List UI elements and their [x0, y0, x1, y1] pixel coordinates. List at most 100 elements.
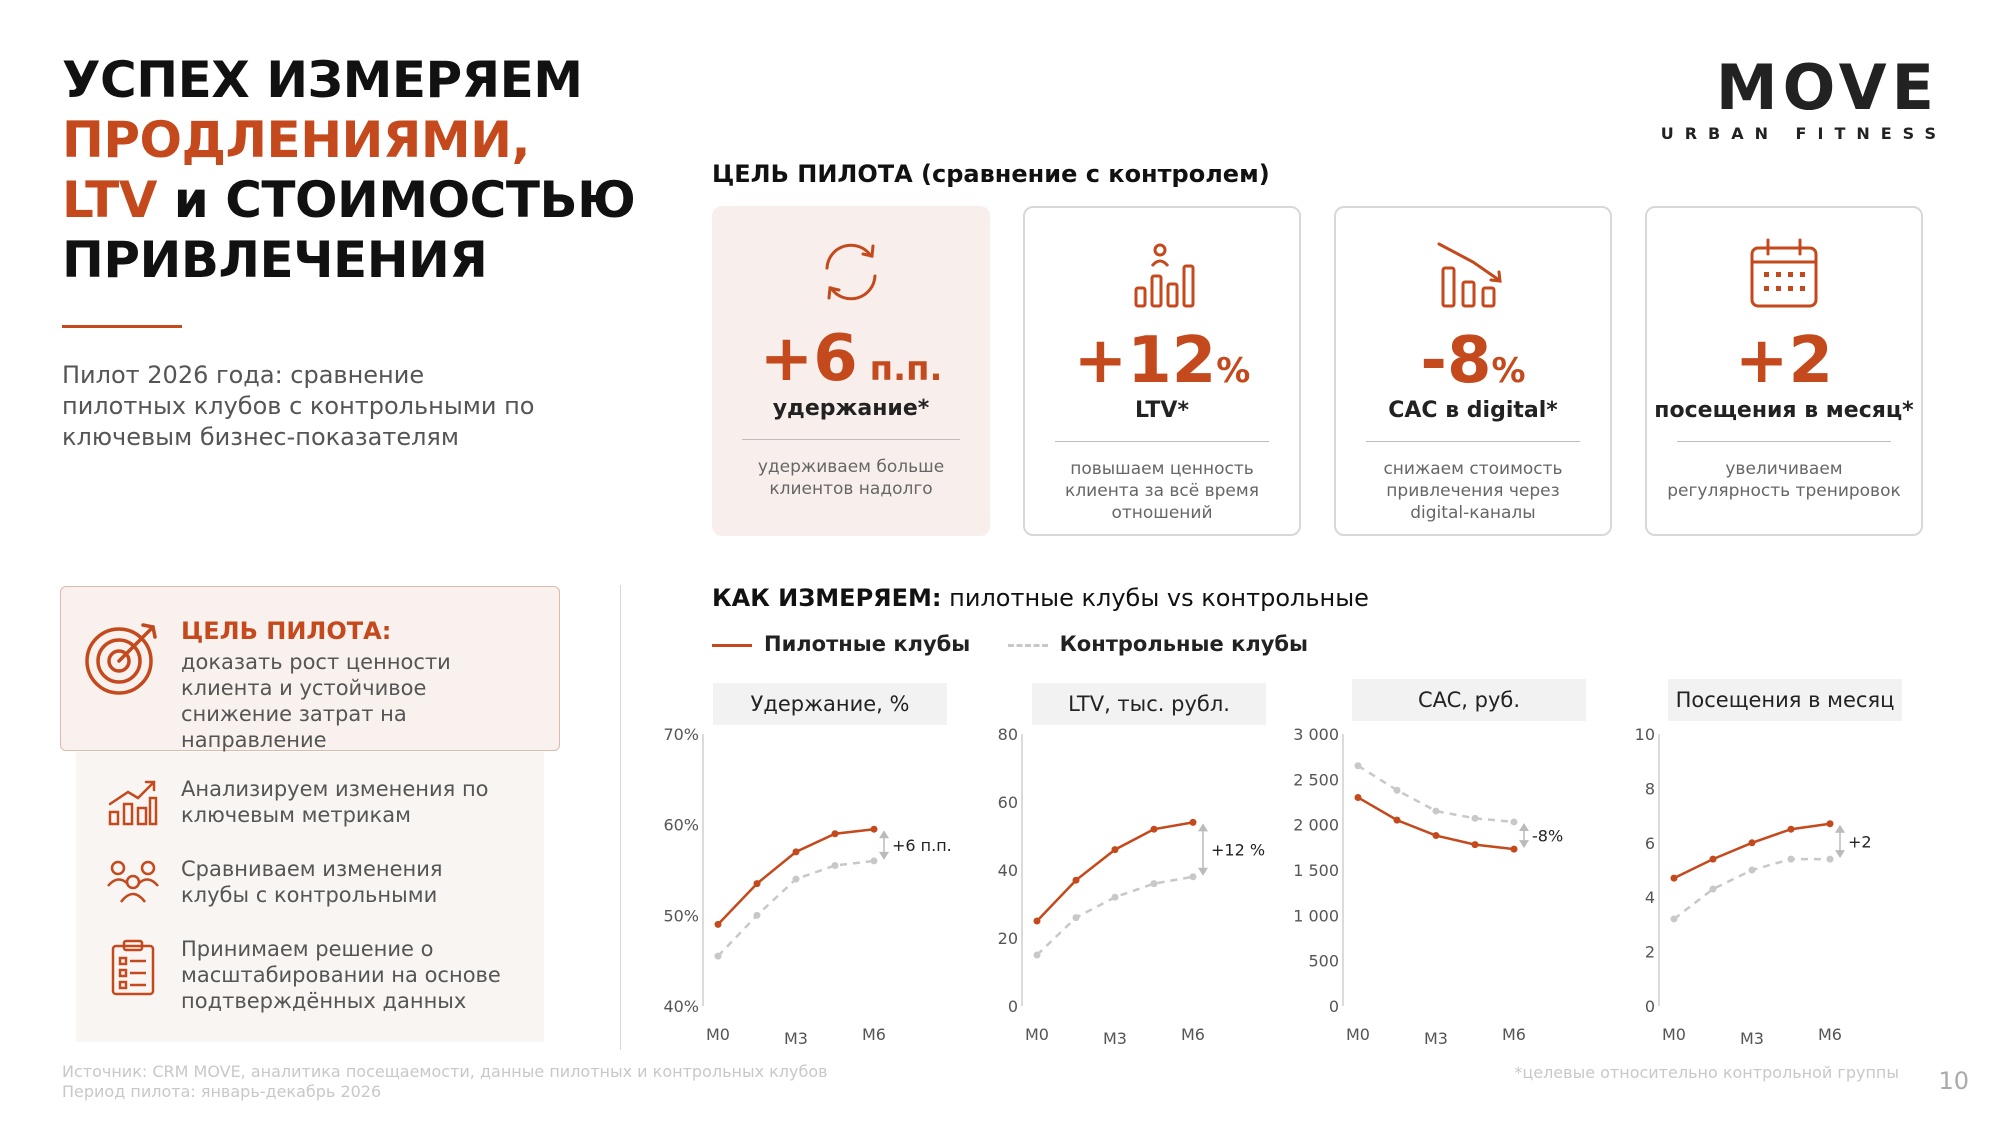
data-point: [1787, 855, 1795, 863]
vertical-divider: [620, 585, 621, 1050]
x-tick-label: M6: [1181, 1025, 1205, 1044]
refresh-icon: [825, 243, 877, 301]
data-point: [1150, 825, 1158, 833]
kpi-card-cac: -8% CAC в digital* снижаем стоимость при…: [1334, 206, 1612, 536]
data-point: [870, 857, 878, 865]
y-tick-label: 20: [998, 929, 1018, 948]
divider: [1055, 441, 1269, 442]
kpi-value: -8%: [1336, 326, 1610, 406]
title-underline: [62, 325, 182, 328]
data-point: [870, 825, 878, 833]
data-point: [1033, 917, 1041, 925]
arrow-head: [1198, 823, 1208, 832]
arrow-head: [879, 851, 889, 860]
move-logo: MOVE URBAN FITNESS: [1661, 57, 1939, 144]
series-line-pilot: [1357, 796, 1515, 851]
chart-visits: 10 8 6 4 2 0 M0 M3 M6 +2: [1635, 725, 1872, 1048]
delta-label: +12 %: [1211, 841, 1265, 860]
data-point: [1354, 762, 1362, 770]
data-point: [1432, 832, 1440, 840]
pilot-goal-box: ЦЕЛЬ ПИЛОТА: доказать рост ценности клие…: [60, 586, 560, 752]
y-tick-label: 70%: [663, 725, 699, 744]
y-tick-label: 80: [998, 725, 1018, 744]
kpi-description: удерживаем больше клиентов надолго: [757, 457, 945, 499]
data-point: [792, 848, 800, 856]
series-line-control: [1357, 764, 1515, 824]
kpi-description: снижаем стоимость привлечения через digi…: [1383, 459, 1563, 523]
legend: Пилотные клубы Контрольные клубы: [712, 632, 1308, 656]
title-line4: ПРИВЛЕЧЕНИЯ: [62, 231, 488, 289]
y-tick-label: 0: [1008, 997, 1018, 1016]
calendar-icon: [1750, 238, 1818, 308]
arrow-head: [1519, 840, 1529, 849]
data-point: [1709, 855, 1717, 863]
x-tick-label: M6: [862, 1025, 886, 1044]
divider: [1677, 441, 1891, 442]
kpi-value: +6 п.п.: [712, 324, 990, 404]
legend-pilot-swatch: [712, 643, 752, 647]
measure-title: КАК ИЗМЕРЯЕМ: пилотные клубы vs контроль…: [712, 584, 1369, 612]
data-point: [1510, 845, 1518, 853]
kpi-unit: %: [1216, 351, 1251, 391]
y-tick-label: 3 000: [1293, 725, 1339, 744]
data-point: [714, 952, 722, 960]
footer-note: *целевые относительно контрольной группы: [1514, 1063, 1899, 1082]
title-line3-rest: и СТОИМОСТЬЮ: [156, 171, 636, 229]
data-point: [1072, 914, 1080, 922]
data-point: [714, 920, 722, 928]
step-text: Сравниваем изменения клубы с контрольным…: [181, 857, 443, 907]
chart-title-ltv: LTV, тыс. рубл.: [1032, 683, 1266, 725]
step-text: Анализируем изменения по ключевым метрик…: [181, 777, 489, 827]
y-tick-label: 4: [1645, 888, 1655, 907]
arrow-head: [1835, 850, 1845, 859]
x-tick-label: M6: [1818, 1025, 1842, 1044]
kpi-number: +2: [1734, 324, 1834, 398]
x-tick-label: M3: [1103, 1029, 1127, 1048]
data-point: [1432, 807, 1440, 815]
intro-text: Пилот 2026 года: сравнение пилотных клуб…: [62, 361, 535, 451]
data-point: [1670, 874, 1678, 882]
chart-retention: 70% 60% 50% 40% M0 M3 M6 +6 п.п.: [663, 725, 951, 1048]
legend-control-label: Контрольные клубы: [1059, 632, 1309, 656]
data-point: [1189, 818, 1197, 826]
data-point: [1826, 855, 1834, 863]
logo-sub: URBAN FITNESS: [1660, 124, 1947, 143]
y-tick-label: 2: [1645, 943, 1655, 962]
legend-control-swatch: [1007, 643, 1048, 647]
footer-source: Источник: CRM MOVE, аналитика посещаемос…: [62, 1062, 828, 1102]
data-point: [1748, 866, 1756, 874]
checklist-icon: [111, 939, 155, 996]
data-point: [1471, 814, 1479, 822]
title-line3: LTV и СТОИМОСТЬЮ: [62, 170, 636, 230]
kpi-number: +12: [1073, 324, 1217, 398]
y-tick-label: 2 000: [1293, 816, 1339, 835]
kpi-value: +12%: [1025, 326, 1299, 406]
chart-cac: 3 000 2 500 2 000 1 500 1 000 500 0 M0 M3 M6 -8%: [1293, 725, 1563, 1048]
page-number: 10: [1938, 1067, 1969, 1095]
source-text: Источник: CRM MOVE, аналитика посещаемос…: [62, 1062, 828, 1081]
divider: [1366, 441, 1580, 442]
period-text: Период пилота: январь-декабрь 2026: [62, 1082, 382, 1101]
target-icon: [85, 623, 157, 695]
analytics-icon: [108, 780, 158, 826]
delta-label: -8%: [1532, 827, 1563, 846]
data-point: [1748, 839, 1756, 847]
y-tick-label: 2 500: [1293, 770, 1339, 789]
data-point: [1787, 825, 1795, 833]
data-point: [753, 911, 761, 919]
kpi-unit: %: [1491, 351, 1526, 391]
x-tick-label: M0: [1662, 1025, 1686, 1044]
kpi-card-ltv: +12% LTV* повышаем ценность клиента за в…: [1023, 206, 1301, 536]
data-point: [1111, 846, 1119, 854]
data-point: [753, 880, 761, 888]
y-tick-label: 40%: [663, 997, 699, 1016]
data-point: [831, 830, 839, 838]
series-line-control: [717, 859, 875, 957]
delta-label: +2: [1848, 832, 1872, 851]
data-point: [1072, 876, 1080, 884]
y-tick-label: 40: [998, 861, 1018, 880]
kpi-card-visits: +2 посещения в месяц* увеличиваем регуля…: [1645, 206, 1923, 536]
kpi-label: удержание*: [772, 396, 930, 421]
chart-title-visits: Посещения в месяц: [1668, 679, 1902, 721]
x-tick-label: M3: [784, 1029, 808, 1048]
